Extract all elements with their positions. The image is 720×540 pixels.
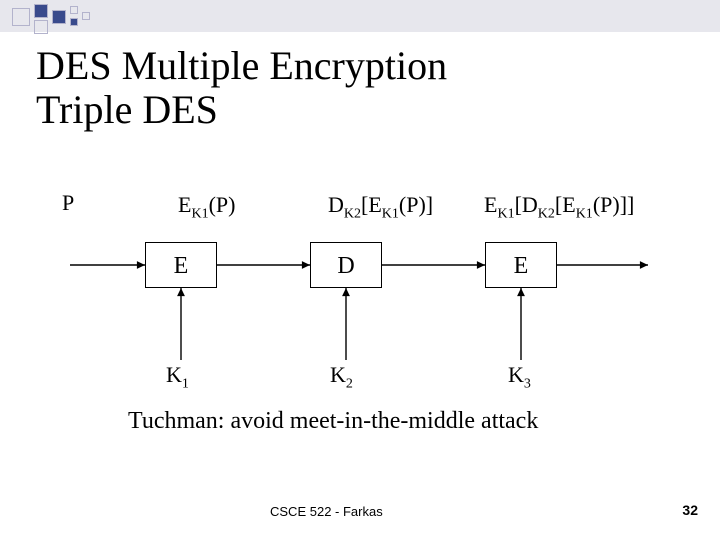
- intermediate-1: EK1(P): [178, 192, 235, 222]
- page-number: 32: [682, 502, 698, 518]
- decrypt-box: D: [310, 242, 382, 288]
- key3-label: K3: [508, 362, 531, 392]
- key1-label: K1: [166, 362, 189, 392]
- caption: Tuchman: avoid meet-in-the-middle attack: [128, 408, 538, 435]
- key2-label: K2: [330, 362, 353, 392]
- footer-course: CSCE 522 - Farkas: [270, 504, 383, 519]
- intermediate-2: DK2[EK1(P)]: [328, 192, 433, 222]
- triple-des-diagram: P EK1(P) DK2[EK1(P)] EK1[DK2[EK1(P)]] E …: [0, 0, 720, 540]
- encrypt-box-2: E: [485, 242, 557, 288]
- ciphertext-label: EK1[DK2[EK1(P)]]: [484, 192, 634, 222]
- encrypt-box-1: E: [145, 242, 217, 288]
- plaintext-label: P: [62, 190, 74, 216]
